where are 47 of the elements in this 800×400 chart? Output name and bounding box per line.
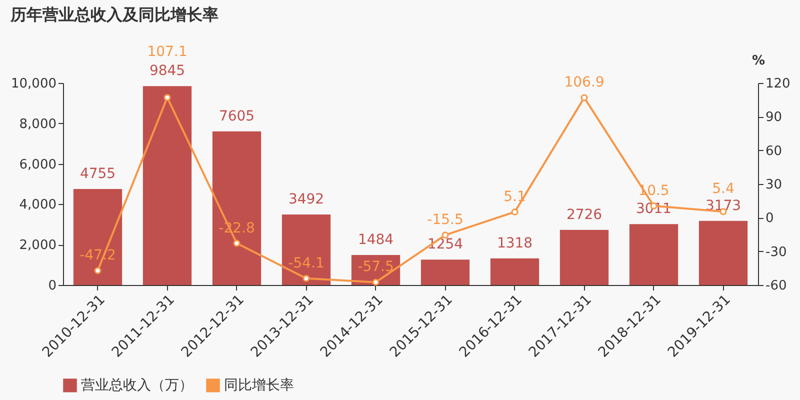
point	[94, 267, 102, 274]
data-label: -15.5	[427, 212, 464, 228]
bar	[282, 214, 331, 285]
bar	[142, 86, 192, 285]
y2-tick-label: -30	[766, 244, 787, 260]
data-label: 107.1	[147, 44, 188, 60]
y2-tick-label: 60	[766, 144, 782, 159]
data-label: -54.1	[288, 255, 324, 272]
bar	[212, 131, 262, 285]
y-tick-label: 0	[48, 278, 56, 294]
bar	[73, 188, 122, 285]
y-tick-label: 8,000	[19, 116, 56, 132]
data-label: 3492	[288, 191, 324, 208]
bar	[490, 258, 540, 285]
y-tick-label: 2,000	[19, 238, 56, 254]
data-label: 2726	[566, 206, 602, 223]
y2-tick-label: 0	[766, 211, 774, 226]
data-label: -57.5	[358, 259, 394, 276]
data-label: 7605	[218, 108, 255, 124]
bar	[698, 220, 748, 285]
point	[302, 274, 310, 282]
data-label: 106.9	[564, 74, 604, 91]
data-label: 9845	[149, 63, 186, 80]
y-tick-label: 4,000	[19, 198, 56, 213]
y-tick-label: 10,000	[11, 76, 56, 92]
y2-axis-title: %	[752, 54, 766, 68]
y-tick-label: 6,000	[19, 157, 56, 172]
y2-tick-label: 30	[766, 178, 782, 192]
y2-tick-label: 90	[766, 110, 782, 126]
bar	[629, 224, 678, 285]
data-label: 5.4	[712, 180, 734, 197]
point	[372, 278, 380, 286]
data-label: 3173	[705, 198, 742, 214]
legend-label: 同比增长率	[224, 377, 294, 394]
y2-tick-label: -60	[766, 278, 787, 294]
point	[511, 208, 518, 216]
point	[164, 94, 171, 101]
point	[580, 94, 588, 102]
data-label: 1484	[358, 232, 394, 248]
data-label: 1318	[496, 235, 533, 252]
bar	[420, 260, 470, 285]
data-label: 4755	[80, 166, 116, 182]
chart-title: 历年营业总收入及同比增长率	[10, 4, 219, 24]
point	[233, 240, 240, 247]
bar	[560, 230, 609, 285]
y2-tick-label: 120	[766, 76, 790, 92]
legend-label: 营业总收入（万）	[81, 377, 193, 394]
